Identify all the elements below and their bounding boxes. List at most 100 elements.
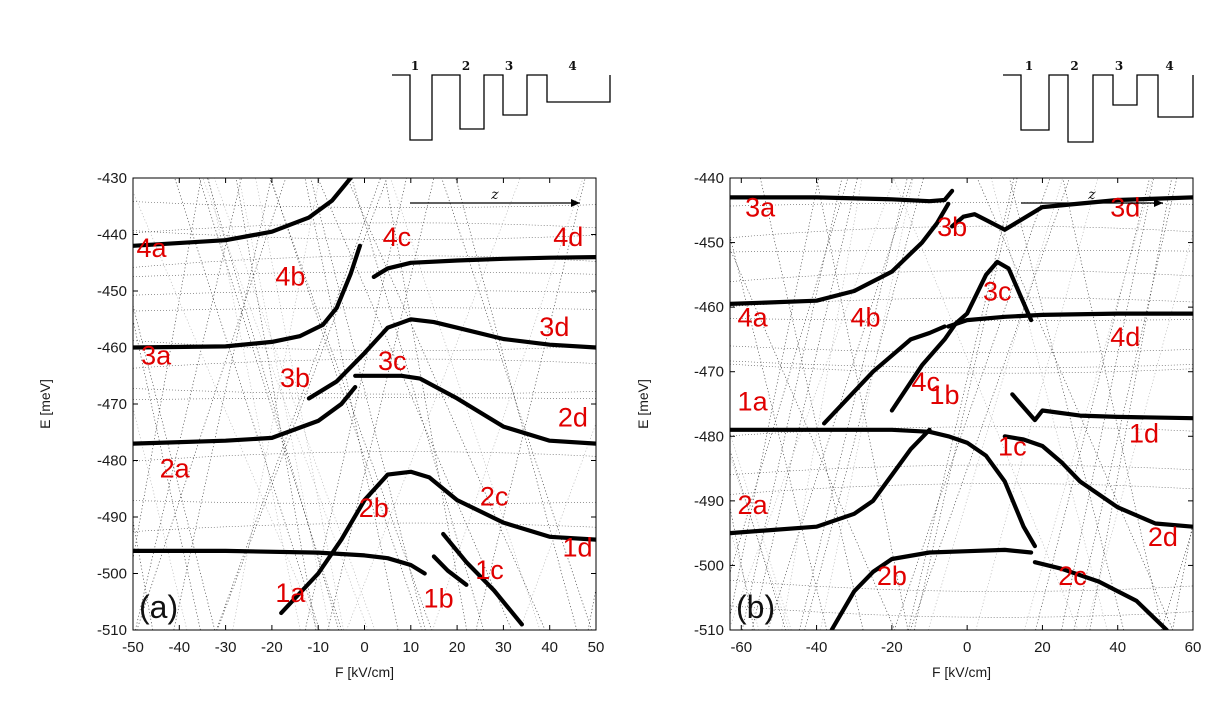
crossing-level-line (570, 168, 694, 640)
background-levels (133, 178, 596, 630)
series-line-5 (946, 311, 1193, 329)
panel-label: (a) (139, 589, 178, 625)
x-tick-label: -20 (881, 639, 903, 656)
flat-level-line (133, 271, 596, 277)
crossing-level-line (136, 178, 287, 630)
y-tick-label: -440 (97, 227, 127, 244)
well-profile-diagram: 1 2 3 4 z (1003, 59, 1194, 207)
flat-level-line (730, 363, 1193, 374)
x-tick-label: -10 (307, 639, 329, 656)
crossing-level-line (893, 178, 1051, 630)
well-number: 4 (1165, 59, 1173, 73)
level-annotation-4b: 4b (275, 261, 305, 291)
level-annotation-1a: 1a (738, 386, 769, 416)
well-number: 1 (411, 59, 419, 73)
series-line-9 (730, 427, 932, 536)
z-arrow-head-icon (1154, 199, 1163, 207)
series-group (730, 188, 1193, 630)
level-annotation-2c: 2c (1058, 561, 1087, 591)
level-annotation-2d: 2d (558, 403, 588, 433)
flat-level-line (133, 201, 596, 208)
x-axis-label: F [kV/cm] (932, 664, 991, 680)
crossing-level-line (304, 178, 407, 630)
crossing-level-line (215, 178, 381, 630)
well-number: 3 (505, 59, 513, 73)
crossing-level-line (1160, 526, 1193, 630)
crossing-level-line (134, 178, 242, 630)
level-annotation-1c: 1c (998, 432, 1027, 462)
y-tick-label: -490 (97, 509, 127, 526)
x-tick-label: 50 (588, 639, 605, 656)
series-line-10 (441, 531, 524, 627)
series-line-11 (829, 547, 1034, 630)
y-tick-label: -510 (97, 622, 127, 639)
crossing-level-line (432, 178, 584, 630)
series-line-3 (133, 243, 362, 350)
level-annotation-4c: 4c (911, 367, 940, 397)
series-line-8 (133, 548, 427, 576)
level-annotation-1a: 1a (275, 578, 306, 608)
level-annotation-3d: 3d (1110, 193, 1140, 223)
crossing-level-line (730, 234, 828, 630)
flat-level-line (133, 388, 596, 395)
crossing-level-line (976, 178, 1174, 630)
x-tick-label: 30 (495, 639, 512, 656)
plot-frame (729, 177, 1194, 631)
crossing-level-line (270, 178, 423, 630)
crossing-level-line (816, 178, 909, 630)
series-line-3 (730, 201, 951, 306)
crossing-level-line (133, 318, 201, 630)
level-annotation-3c: 3c (378, 346, 407, 376)
flat-level-line (730, 426, 1193, 437)
crossing-level-line (730, 431, 792, 630)
x-tick-label: 40 (541, 639, 558, 656)
level-annotation-2a: 2a (738, 490, 769, 520)
series-line-7 (279, 469, 596, 616)
x-tick-label: -30 (215, 639, 237, 656)
series-line-2 (371, 255, 596, 279)
crossing-level-line (1009, 178, 1125, 630)
series-line-7 (730, 427, 1037, 549)
level-annotation-3a: 3a (745, 193, 776, 223)
flat-level-line (133, 290, 596, 296)
flat-level-line (730, 345, 1193, 353)
y-tick-label: -470 (694, 364, 724, 381)
level-annotation-2b: 2b (359, 493, 389, 523)
level-annotation-4c: 4c (383, 222, 412, 252)
x-axis-label: F [kV/cm] (335, 664, 394, 680)
y-axis-label: E [meV] (635, 379, 651, 429)
flat-level-line (730, 579, 1193, 592)
flat-level-line (133, 255, 596, 268)
y-tick-label: -450 (97, 283, 127, 300)
crossing-level-line (1061, 178, 1154, 630)
y-tick-label: -500 (694, 557, 724, 574)
crossing-level-line (730, 449, 787, 630)
x-tick-label: -20 (261, 639, 283, 656)
series-line-5 (133, 385, 358, 446)
level-annotation-3b: 3b (280, 363, 310, 393)
series-line-9 (431, 554, 469, 587)
y-axis-label: E [meV] (37, 379, 53, 429)
x-tick-label: 20 (449, 639, 466, 656)
level-annotation-2d: 2d (1148, 522, 1178, 552)
crossing-level-line (202, 178, 369, 630)
crossing-level-line (907, 178, 1015, 630)
level-annotation-4d: 4d (1110, 322, 1140, 352)
crossing-level-line (310, 178, 426, 630)
flat-level-line (133, 451, 596, 462)
level-annotation-1b: 1b (930, 380, 960, 410)
z-axis-symbol: z (1087, 187, 1096, 203)
crossing-level-line (173, 178, 272, 630)
level-annotation-2b: 2b (877, 561, 907, 591)
well-number: 2 (1070, 59, 1078, 73)
level-annotation-1d: 1d (1129, 419, 1159, 449)
series-line-1 (133, 178, 354, 248)
y-tick-label: -510 (694, 622, 724, 639)
crossing-level-line (327, 178, 435, 630)
x-tick-label: 10 (402, 639, 419, 656)
crossing-level-line (216, 178, 388, 630)
panel-a: -50 -40 -30 -20 -10 0 10 20 30 40 50 -430 -440 -450 -4… (37, 59, 611, 680)
crossing-level-line (441, 178, 593, 630)
x-tick-label: -40 (168, 639, 190, 656)
